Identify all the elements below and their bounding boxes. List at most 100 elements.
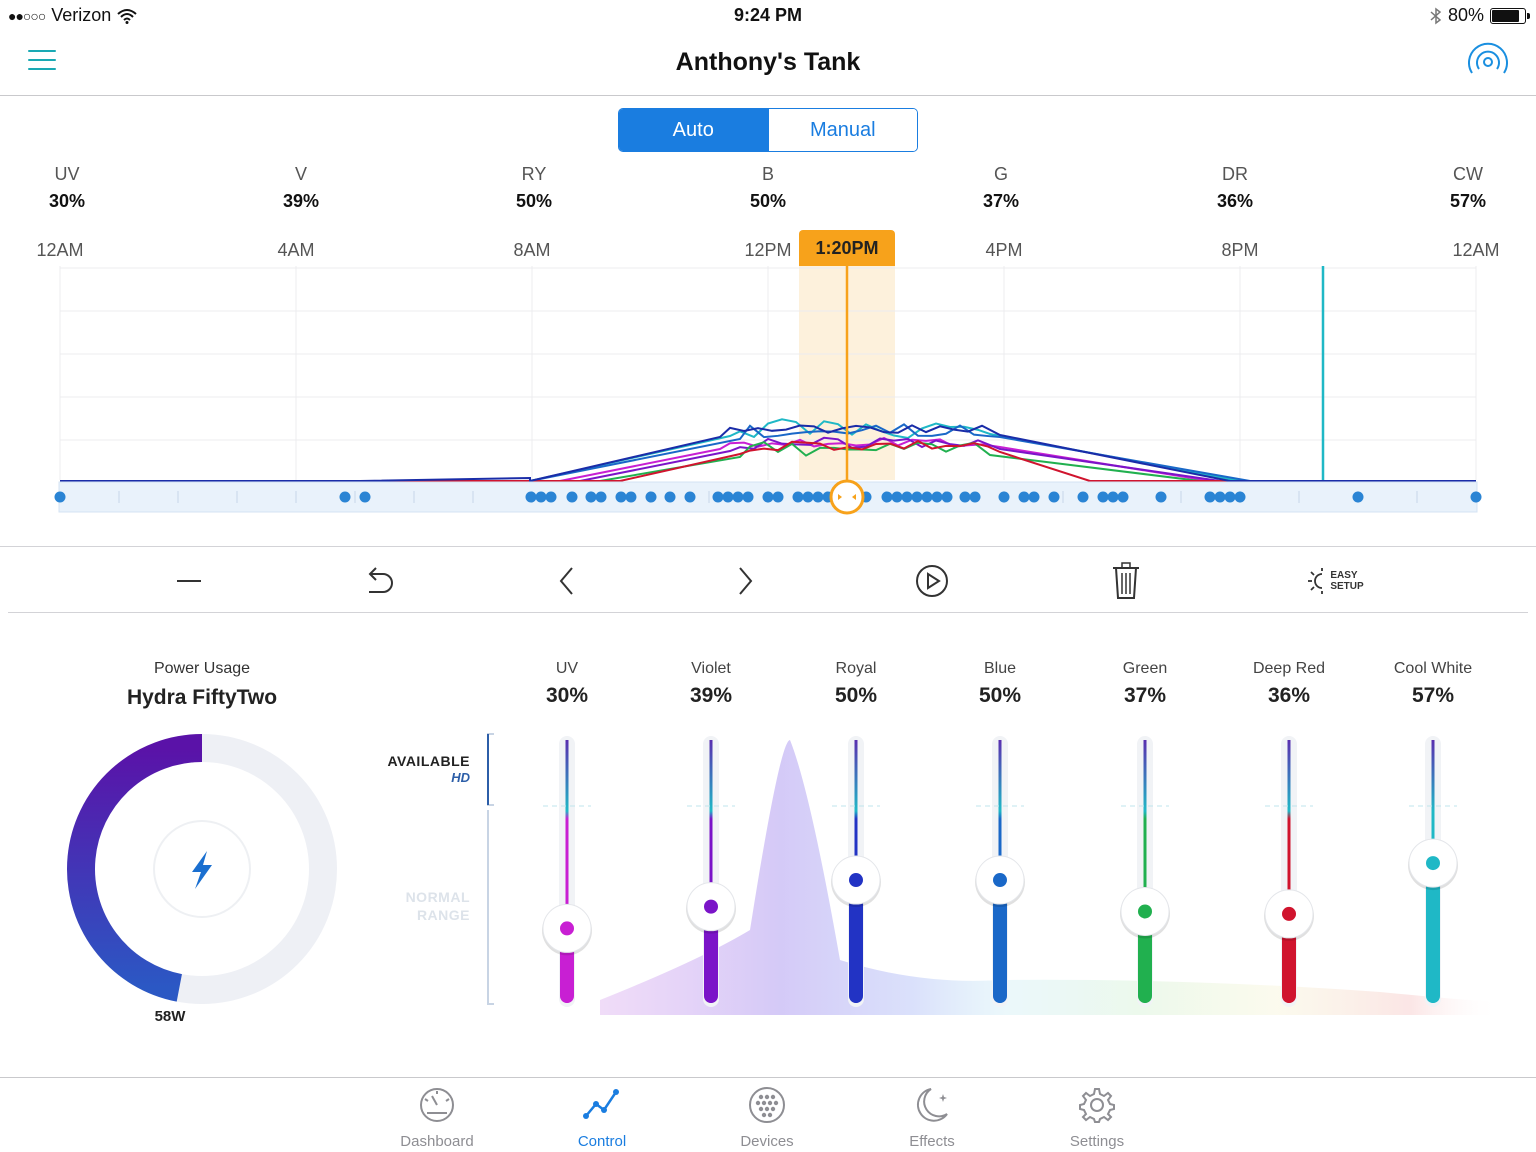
clock: 9:24 PM — [733, 5, 803, 25]
schedule-point[interactable] — [1077, 491, 1089, 503]
schedule-point[interactable] — [585, 491, 597, 503]
easy-setup-label-line1: EASY — [1330, 570, 1358, 581]
wifi-icon — [117, 8, 137, 24]
trash-icon — [1113, 562, 1139, 599]
channel-summary-item: RY 50% — [484, 164, 584, 212]
schedule-point[interactable] — [959, 491, 971, 503]
schedule-point[interactable] — [645, 491, 657, 503]
schedule-point[interactable] — [1028, 491, 1040, 503]
schedule-point[interactable] — [881, 491, 893, 503]
schedule-point[interactable] — [911, 491, 923, 503]
channel-summary-name: DR — [1222, 164, 1248, 184]
schedule-point[interactable] — [339, 491, 351, 503]
schedule-point[interactable] — [54, 491, 66, 503]
schedule-point[interactable] — [1234, 491, 1246, 503]
schedule-point[interactable] — [901, 491, 913, 503]
schedule-point[interactable] — [722, 491, 734, 503]
time-label: 8PM — [1221, 240, 1259, 260]
schedule-point[interactable] — [545, 491, 557, 503]
channel-slider[interactable] — [676, 725, 746, 1015]
schedule-point[interactable] — [792, 491, 804, 503]
channel-slider[interactable] — [1110, 725, 1180, 1015]
schedule-point[interactable] — [712, 491, 724, 503]
tab-effects[interactable]: Effects — [872, 1086, 992, 1150]
schedule-point[interactable] — [625, 491, 637, 503]
channel-summary-value: 50% — [749, 191, 787, 211]
royal-blue-curve — [60, 424, 1476, 483]
schedule-point[interactable] — [969, 491, 981, 503]
schedule-point[interactable] — [1470, 491, 1482, 503]
schedule-point[interactable] — [762, 491, 774, 503]
schedule-point[interactable] — [1224, 491, 1236, 503]
schedule-point[interactable] — [359, 491, 371, 503]
easy-setup-button[interactable]: EASY SETUP — [1300, 561, 1370, 601]
tab-settings[interactable]: Settings — [1037, 1086, 1157, 1150]
schedule-point[interactable] — [535, 491, 547, 503]
easy-setup-label-line2: SETUP — [1330, 581, 1364, 592]
time-scrubber-handle[interactable] — [829, 479, 865, 515]
spectrum-background — [487, 733, 1500, 1015]
schedule-point[interactable] — [684, 491, 696, 503]
channel-slider[interactable] — [532, 725, 602, 1015]
next-point-button[interactable] — [725, 561, 765, 601]
bluetooth-icon — [1430, 7, 1442, 24]
play-preview-button[interactable] — [912, 561, 952, 601]
schedule-point[interactable] — [732, 491, 744, 503]
schedule-chart[interactable] — [0, 266, 1536, 526]
channel-slider[interactable] — [1254, 725, 1324, 1015]
slider-channel-value: 39% — [689, 684, 733, 707]
tab-dashboard[interactable]: Dashboard — [377, 1086, 497, 1150]
schedule-point[interactable] — [941, 491, 953, 503]
schedule-point[interactable] — [1018, 491, 1030, 503]
slider-channel-name: Deep Red — [1252, 660, 1326, 677]
time-label: 4AM — [277, 240, 315, 260]
schedule-point[interactable] — [525, 491, 537, 503]
schedule-point[interactable] — [931, 491, 943, 503]
schedule-point[interactable] — [998, 491, 1010, 503]
schedule-point[interactable] — [891, 491, 903, 503]
manual-mode-button[interactable]: Manual — [767, 109, 917, 151]
carrier-label: Verizon — [51, 5, 112, 25]
schedule-point[interactable] — [1117, 491, 1129, 503]
schedule-point[interactable] — [595, 491, 607, 503]
schedule-point[interactable] — [1214, 491, 1226, 503]
broadcast-button[interactable] — [1468, 42, 1508, 82]
schedule-point[interactable] — [566, 491, 578, 503]
auto-mode-button[interactable]: Auto — [619, 109, 768, 151]
current-time-badge[interactable]: 1:20PM — [799, 230, 895, 267]
zoom-out-button[interactable] — [169, 561, 209, 601]
delete-point-button[interactable] — [1106, 561, 1146, 601]
schedule-point[interactable] — [812, 491, 824, 503]
channel-slider[interactable] — [965, 725, 1035, 1015]
undo-icon — [368, 567, 393, 593]
menu-button[interactable] — [28, 50, 56, 74]
slider-channel-value: 50% — [978, 684, 1022, 707]
gear-icon — [1079, 1088, 1115, 1123]
channel-summary-item: UV 30% — [17, 164, 117, 212]
schedule-point[interactable] — [664, 491, 676, 503]
schedule-point[interactable] — [1204, 491, 1216, 503]
schedule-point[interactable] — [1107, 491, 1119, 503]
schedule-point[interactable] — [1097, 491, 1109, 503]
schedule-point[interactable] — [742, 491, 754, 503]
chevron-left-icon — [559, 567, 573, 595]
channel-summary-name: B — [761, 164, 774, 184]
undo-button[interactable] — [360, 561, 400, 601]
tab-devices[interactable]: Devices — [707, 1086, 827, 1150]
channel-slider[interactable] — [821, 725, 891, 1015]
schedule-point[interactable] — [615, 491, 627, 503]
tab-control[interactable]: Control — [542, 1086, 662, 1150]
moon-stars-icon — [916, 1088, 948, 1122]
schedule-point[interactable] — [772, 491, 784, 503]
schedule-point[interactable] — [1352, 491, 1364, 503]
channel-slider[interactable] — [1398, 725, 1468, 1015]
time-label: 12PM — [744, 240, 792, 260]
schedule-point[interactable] — [802, 491, 814, 503]
schedule-point[interactable] — [921, 491, 933, 503]
channel-summary-item: DR 36% — [1185, 164, 1285, 212]
schedule-point[interactable] — [1155, 491, 1167, 503]
previous-point-button[interactable] — [547, 561, 587, 601]
channel-summary-value: 57% — [1449, 191, 1487, 211]
schedule-point[interactable] — [1048, 491, 1060, 503]
toolbar-divider — [8, 612, 1528, 613]
